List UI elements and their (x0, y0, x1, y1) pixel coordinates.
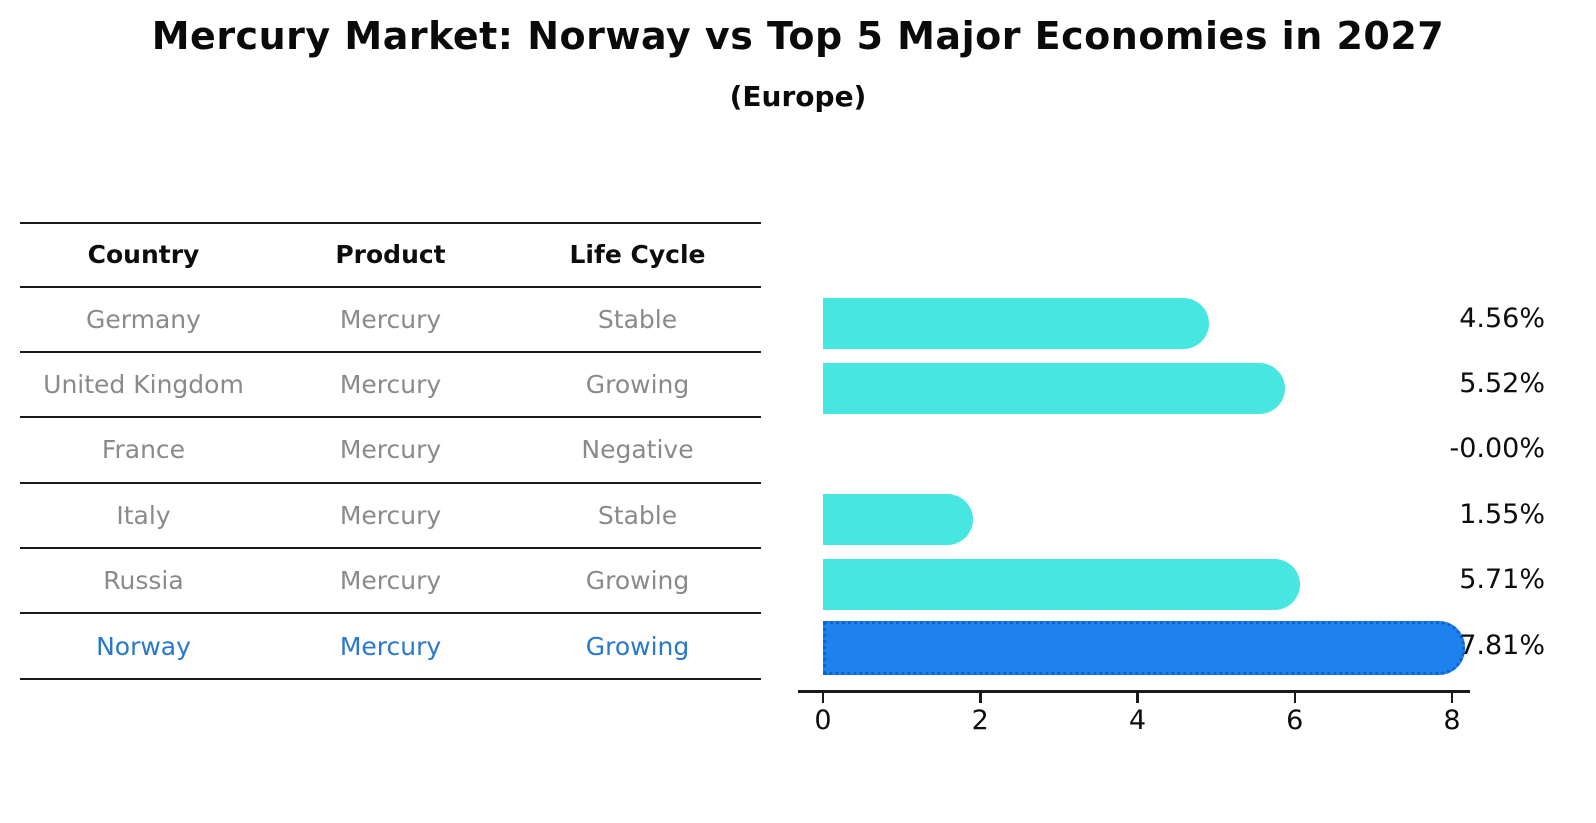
value-label-norway: 7.81% (1459, 629, 1545, 661)
chart-title: Mercury Market: Norway vs Top 5 Major Ec… (151, 14, 1445, 58)
bar-row (823, 416, 1483, 481)
x-axis-tick (1450, 692, 1454, 703)
x-axis-tick (979, 692, 982, 703)
x-axis-tick (821, 692, 825, 703)
table-row-russia: Russia Mercury Growing (20, 547, 761, 612)
value-label-italy: 1.55% (1459, 498, 1545, 530)
cell-life-cycle: Negative (581, 435, 694, 465)
chart-subtitle: (Europe) (729, 80, 867, 113)
bar-norway (823, 621, 1465, 676)
cell-country: Italy (116, 500, 171, 530)
cell-life-cycle: Growing (585, 631, 690, 661)
table-row-united-kingdom: United Kingdom Mercury Growing (20, 350, 761, 416)
value-label-germany: 4.56% (1459, 302, 1545, 334)
value-label-united-kingdom: 5.52% (1459, 368, 1545, 400)
cell-product: Mercury (339, 500, 442, 530)
cell-country: France (101, 435, 186, 465)
x-axis-tick (1136, 692, 1139, 703)
table-header-row: Country Product Life Cycle (20, 222, 761, 286)
country-table: Country Product Life Cycle Germany Mercu… (20, 222, 761, 680)
cell-life-cycle: Growing (585, 566, 690, 596)
table-row-france: France Mercury Negative (20, 416, 761, 481)
bar-row (823, 547, 1483, 612)
cell-product: Mercury (339, 435, 442, 465)
table-row-norway: Norway Mercury Growing (20, 612, 761, 677)
bar-united-kingdom (823, 362, 1285, 414)
bar-row (823, 351, 1483, 416)
cell-country: Russia (103, 566, 184, 596)
bar-row (823, 612, 1483, 677)
header-life-cycle: Life Cycle (569, 240, 706, 270)
bar-germany (823, 297, 1210, 349)
cell-country: Germany (86, 304, 201, 334)
cell-product: Mercury (339, 631, 442, 661)
x-axis-tick-label: 2 (971, 705, 989, 736)
table-row-germany: Germany Mercury Stable (20, 285, 761, 351)
x-axis-tick-label: 6 (1286, 705, 1304, 736)
header-product: Product (335, 240, 446, 270)
bar-plot-area (823, 286, 1483, 678)
cell-life-cycle: Stable (597, 500, 678, 530)
cell-life-cycle: Growing (585, 370, 690, 400)
x-axis-tick-label: 4 (1128, 705, 1147, 736)
value-label-column: 4.56% 5.52% -0.00% 1.55% 5.71% 7.81% (1395, 286, 1545, 678)
x-axis: 0 2 4 6 8 (798, 690, 1470, 750)
value-label-france: -0.00% (1449, 433, 1545, 465)
cell-product: Mercury (339, 304, 442, 334)
cell-country: United Kingdom (43, 370, 244, 400)
bar-row (823, 286, 1483, 351)
cell-life-cycle: Stable (597, 304, 678, 334)
x-axis-tick (1293, 692, 1296, 703)
bar-italy (823, 493, 973, 545)
bar-row (823, 482, 1483, 547)
header-country: Country (87, 240, 200, 270)
cell-country: Norway (96, 631, 191, 661)
x-axis-tick-label: 0 (814, 705, 832, 736)
table-row-italy: Italy Mercury Stable (20, 481, 761, 547)
x-axis-line (798, 690, 1470, 693)
cell-product: Mercury (339, 566, 442, 596)
value-label-russia: 5.71% (1459, 564, 1545, 596)
cell-product: Mercury (339, 370, 442, 400)
bar-russia (823, 559, 1300, 611)
x-axis-tick-label: 8 (1443, 705, 1461, 736)
